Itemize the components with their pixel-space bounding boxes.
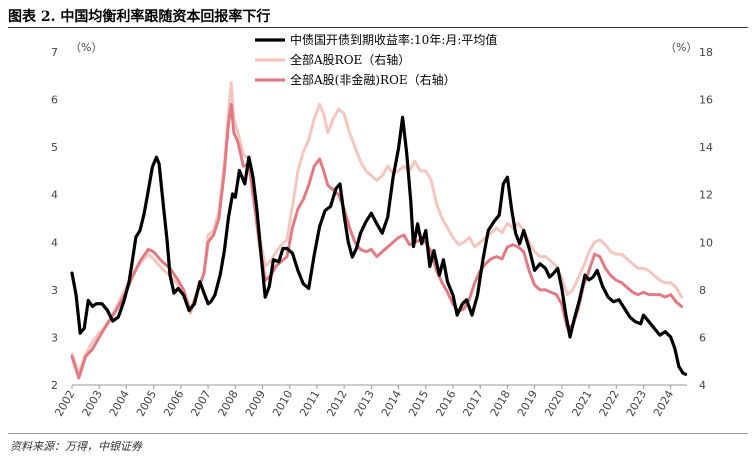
x-tick-label: 2010	[270, 388, 295, 419]
left-tick-label: 2	[51, 379, 58, 392]
left-tick-label: 3	[51, 284, 58, 297]
right-axis-unit: （%）	[665, 41, 697, 54]
series-line-3	[70, 102, 684, 380]
x-tick-label: 2019	[515, 388, 540, 419]
x-tick-label: 2015	[406, 388, 431, 419]
x-tick-label: 2008	[216, 388, 241, 419]
x-tick-label: 2009	[243, 388, 268, 419]
series-line-1	[70, 115, 688, 376]
x-tick-label: 2022	[597, 388, 622, 419]
source-note: 资料来源：万得，中银证券	[10, 440, 142, 453]
x-tick-label: 2012	[324, 388, 349, 419]
left-axis: 2 3 3 4 4 5 6 7 （%）	[51, 41, 102, 392]
left-tick-label: 6	[51, 94, 58, 107]
x-tick-label: 2011	[297, 388, 322, 419]
x-tick-label: 2020	[542, 388, 567, 419]
right-tick-label: 4	[699, 379, 706, 392]
right-tick-label: 12	[699, 189, 713, 202]
left-tick-label: 7	[51, 46, 58, 59]
x-tick-label: 2006	[161, 388, 186, 419]
right-tick-label: 14	[699, 141, 713, 154]
x-tick-label: 2021	[569, 388, 594, 419]
legend-label: 全部A股ROE（右轴）	[290, 52, 410, 67]
x-tick-label: 2017	[461, 388, 486, 419]
x-tick-label: 2014	[379, 388, 404, 419]
left-tick-label: 3	[51, 331, 58, 344]
x-tick-label: 2002	[52, 388, 77, 419]
right-tick-label: 18	[699, 46, 713, 59]
figure-title: 图表 2. 中国均衡利率跟随资本回报率下行	[8, 9, 271, 25]
right-axis: 4 6 8 10 12 14 16 18（%）	[665, 41, 713, 392]
source-rule	[8, 433, 748, 434]
left-tick-label: 5	[51, 141, 58, 154]
x-tick-label: 2004	[107, 388, 132, 419]
x-tick-label: 2003	[80, 388, 105, 419]
x-tick-label: 2016	[433, 388, 458, 419]
left-tick-label: 4	[51, 236, 58, 249]
x-tick-label: 2024	[651, 388, 676, 419]
right-tick-label: 6	[699, 331, 706, 344]
title-rule	[8, 27, 748, 28]
x-tick-label: 2023	[624, 388, 649, 419]
x-tick-label: 2018	[488, 388, 513, 419]
right-tick-label: 8	[699, 284, 706, 297]
right-tick-label: 16	[699, 94, 713, 107]
legend-label: 全部A股(非金融)ROE（右轴）	[290, 72, 456, 87]
series-line-2	[70, 81, 684, 375]
x-axis: 2002 2003 2004 2005 2006 2007 2008 2009 2010 2011…	[52, 384, 687, 419]
right-tick-label: 10	[699, 236, 713, 249]
legend-label: 中债国开债到期收益率:10年:月:平均值	[290, 32, 497, 47]
left-axis-unit: （%）	[70, 41, 102, 54]
left-tick-label: 4	[51, 189, 58, 202]
x-tick-label: 2005	[134, 388, 159, 419]
x-tick-label: 2013	[352, 388, 377, 419]
series-layer	[70, 81, 688, 380]
x-tick-label: 2007	[188, 388, 213, 419]
